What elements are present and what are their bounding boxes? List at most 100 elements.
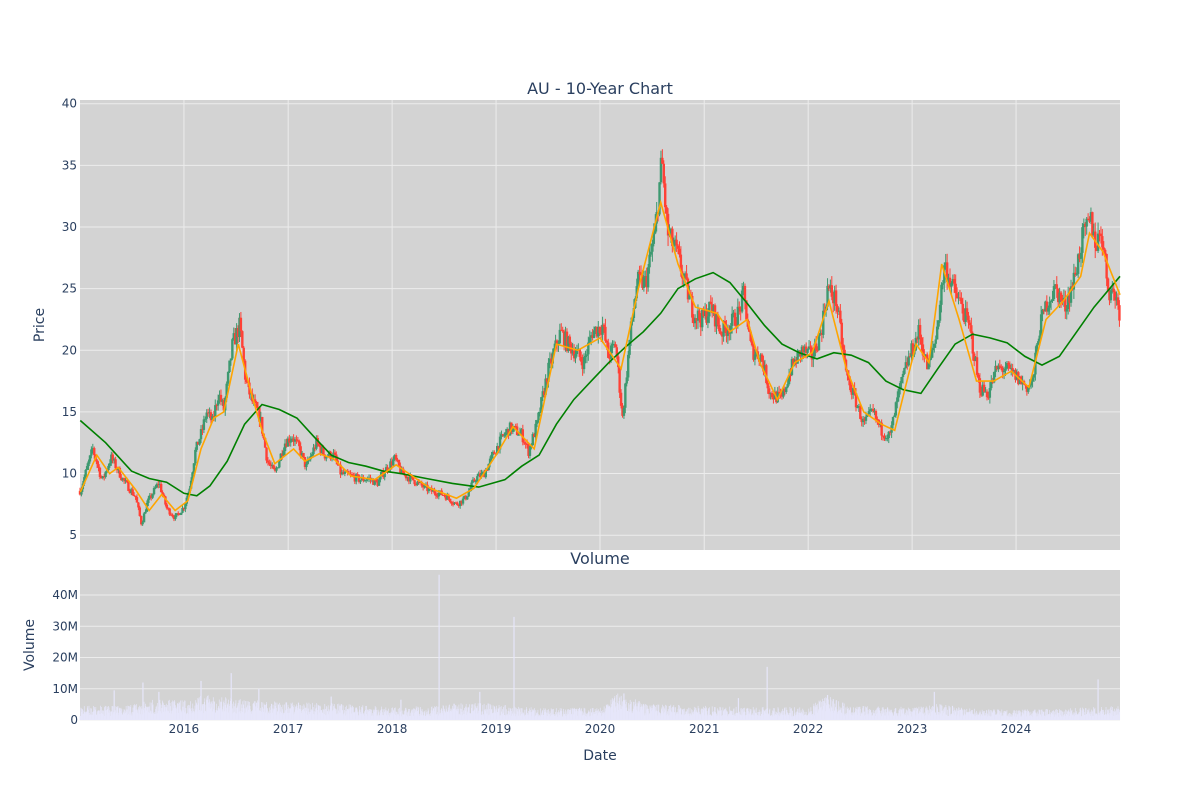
candle-body[interactable] — [189, 480, 193, 489]
candle-body[interactable] — [678, 248, 681, 255]
candle-body[interactable] — [389, 461, 392, 470]
candle-body[interactable] — [787, 374, 791, 385]
candle-body[interactable] — [144, 511, 147, 514]
candle-body[interactable] — [507, 428, 510, 436]
candle-body[interactable] — [762, 361, 765, 372]
candle-body[interactable] — [726, 331, 730, 336]
candle-body[interactable] — [908, 356, 912, 358]
candle-body[interactable] — [763, 365, 767, 372]
candle-body[interactable] — [840, 322, 843, 345]
candle-body[interactable] — [232, 333, 235, 340]
candle-body[interactable] — [273, 469, 277, 471]
candle-body[interactable] — [604, 326, 607, 341]
candle-body[interactable] — [870, 408, 873, 410]
candle-body[interactable] — [400, 468, 403, 473]
candle-body[interactable] — [728, 331, 731, 334]
candle-body[interactable] — [803, 346, 806, 353]
candle-body[interactable] — [466, 496, 469, 500]
candle-body[interactable] — [907, 356, 910, 366]
candle-body[interactable] — [380, 471, 384, 476]
candle-body[interactable] — [211, 415, 214, 421]
candle-body[interactable] — [384, 467, 388, 473]
candle-body[interactable] — [272, 465, 275, 470]
candle-body[interactable] — [164, 496, 167, 505]
candle-body[interactable] — [900, 377, 903, 384]
candle-body[interactable] — [809, 346, 812, 348]
candle-body[interactable] — [568, 336, 572, 344]
candle-body[interactable] — [883, 436, 886, 439]
candle-body[interactable] — [938, 304, 942, 321]
candle-body[interactable] — [343, 471, 347, 474]
candle-body[interactable] — [628, 339, 631, 355]
candle-body[interactable] — [580, 356, 583, 362]
candle-body[interactable] — [963, 313, 966, 322]
candle-body[interactable] — [474, 481, 478, 483]
candle-body[interactable] — [491, 452, 495, 455]
candle-body[interactable] — [542, 391, 546, 395]
candle-body[interactable] — [184, 503, 187, 510]
candle-body[interactable] — [711, 304, 714, 314]
candle-body[interactable] — [178, 513, 181, 515]
candle-body[interactable] — [992, 372, 996, 383]
candle-body[interactable] — [155, 484, 159, 488]
candle-body[interactable] — [701, 309, 704, 328]
candle-body[interactable] — [125, 480, 129, 483]
candle-body[interactable] — [226, 372, 230, 384]
candle-body[interactable] — [698, 310, 701, 320]
candle-body[interactable] — [234, 333, 237, 345]
candle-body[interactable] — [191, 472, 194, 481]
candle-body[interactable] — [1116, 297, 1120, 306]
candle-body[interactable] — [548, 358, 552, 363]
candle-body[interactable] — [948, 277, 952, 287]
candle-body[interactable] — [1048, 301, 1051, 308]
candle-body[interactable] — [497, 446, 500, 450]
candle-body[interactable] — [691, 295, 694, 318]
candle-body[interactable] — [1042, 309, 1046, 312]
candle-body[interactable] — [780, 394, 784, 397]
candle-body[interactable] — [849, 379, 852, 391]
candle-body[interactable] — [477, 473, 480, 477]
candle-body[interactable] — [964, 308, 967, 322]
candle-body[interactable] — [402, 468, 405, 475]
candle-body[interactable] — [137, 502, 140, 508]
candle-body[interactable] — [107, 465, 110, 471]
candle-body[interactable] — [299, 446, 302, 456]
candle-body[interactable] — [204, 418, 207, 420]
candle-body[interactable] — [280, 453, 284, 456]
candle-body[interactable] — [703, 309, 707, 316]
candle-body[interactable] — [1066, 295, 1070, 310]
candle-body[interactable] — [138, 507, 142, 516]
candle-body[interactable] — [972, 353, 976, 361]
candle-body[interactable] — [672, 245, 675, 247]
candle-body[interactable] — [1049, 301, 1053, 303]
candle-body[interactable] — [208, 412, 211, 414]
candle-body[interactable] — [937, 320, 940, 327]
candle-body[interactable] — [187, 493, 190, 498]
candle-body[interactable] — [359, 480, 362, 482]
candle-body[interactable] — [1037, 341, 1040, 345]
candle-body[interactable] — [903, 367, 906, 374]
candle-body[interactable] — [460, 500, 463, 504]
candle-body[interactable] — [1002, 370, 1006, 373]
candle-body[interactable] — [112, 459, 116, 461]
candle-body[interactable] — [350, 474, 354, 476]
candle-body[interactable] — [802, 346, 805, 353]
candle-body[interactable] — [531, 434, 534, 446]
candle-body[interactable] — [1011, 368, 1014, 372]
candle-body[interactable] — [467, 491, 470, 497]
candle-body[interactable] — [158, 484, 161, 486]
sma-slow-line[interactable] — [79, 271, 1121, 497]
candle-body[interactable] — [720, 333, 724, 337]
candle-body[interactable] — [917, 325, 920, 340]
candle-body[interactable] — [545, 378, 549, 382]
candle-body[interactable] — [433, 490, 436, 494]
candle-body[interactable] — [911, 343, 915, 355]
candle-body[interactable] — [198, 439, 201, 445]
candle-body[interactable] — [100, 477, 103, 479]
candle-body[interactable] — [132, 494, 136, 496]
candle-body[interactable] — [393, 455, 396, 460]
candle-body[interactable] — [984, 391, 987, 393]
candle-body[interactable] — [406, 477, 409, 479]
candle-body[interactable] — [259, 416, 263, 422]
candle-body[interactable] — [340, 471, 344, 475]
